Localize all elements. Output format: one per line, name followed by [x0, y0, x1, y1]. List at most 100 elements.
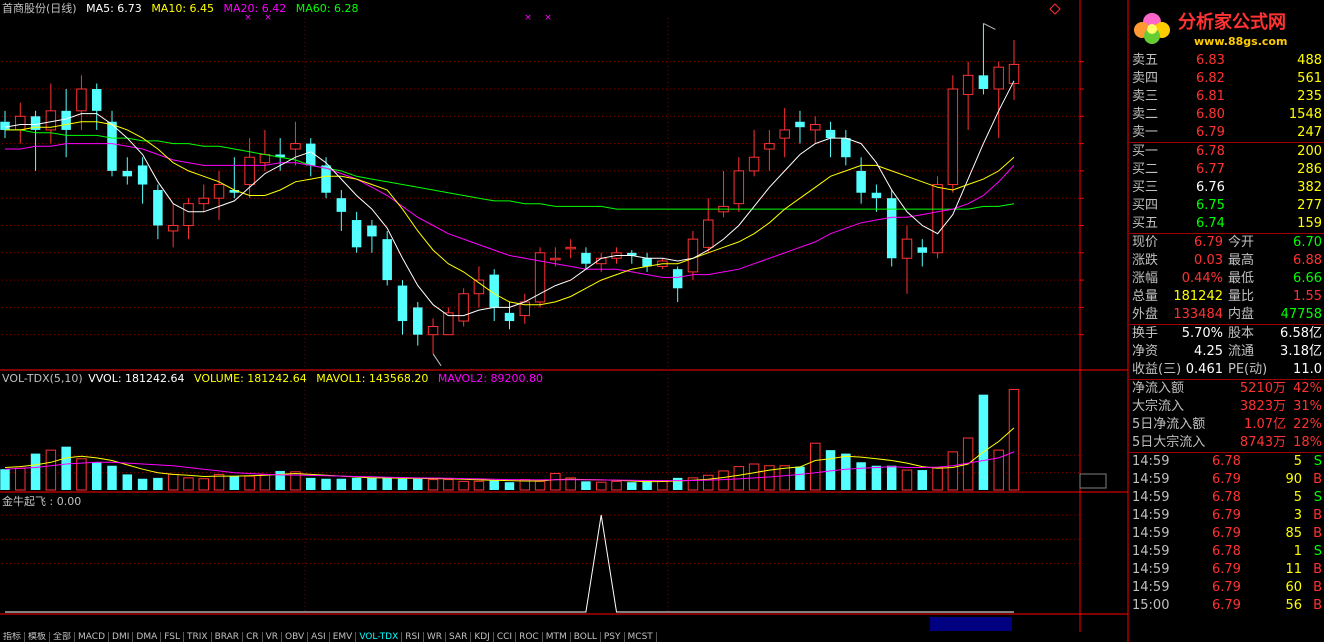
volume-bar: [336, 478, 347, 490]
indicator-tab-bar: 指标 模板 全部 MACD DMI DMA FSL TRIX BRAR CR VR OBV ASI EMV…: [0, 632, 1120, 642]
stat-value: 47758: [1280, 307, 1322, 322]
ma5-label: MA5: 6.73: [86, 2, 142, 15]
volume-bar: [198, 478, 209, 491]
tab-vr[interactable]: VR: [263, 632, 283, 642]
volume-bar: [886, 465, 897, 490]
tick-volume: 5: [1293, 490, 1302, 505]
tab-trix[interactable]: TRIX: [184, 632, 212, 642]
order-label: 卖一: [1132, 125, 1159, 140]
tab-kdj[interactable]: KDJ: [471, 632, 494, 642]
tab-macd[interactable]: MACD: [75, 632, 110, 642]
quote-stat-row: 涨跌 0.03 最高 6.88: [1130, 252, 1324, 270]
tick-volume: 60: [1285, 580, 1302, 595]
divider: [1130, 142, 1324, 143]
mavol1-label: MAVOL1: 143568.20: [316, 372, 429, 385]
candle-body: [167, 224, 179, 232]
flow-value: 8743万: [1239, 435, 1286, 450]
order-price: 6.78: [1196, 144, 1225, 159]
volume-bar: [841, 453, 851, 490]
stat-value: 6.70: [1293, 235, 1322, 250]
tab-boll[interactable]: BOLL: [571, 632, 601, 642]
tick-side: B: [1313, 598, 1322, 613]
volume-bar: [122, 474, 133, 490]
stat-label: 现价: [1132, 235, 1159, 250]
tick-time: 14:59: [1132, 490, 1170, 505]
order-price: 6.82: [1196, 71, 1225, 86]
tab-asi[interactable]: ASI: [308, 632, 330, 642]
tab-指标[interactable]: 指标: [0, 632, 26, 642]
candle-body: [382, 239, 392, 281]
tab-dma[interactable]: DMA: [133, 632, 162, 642]
candle-body: [672, 269, 683, 289]
volume-bar: [703, 474, 714, 491]
price-header: 首商股份(日线) MA5: 6.73 MA10: 6.45 MA20: 6.42…: [2, 2, 364, 16]
flow-label: 5日净流入额: [1132, 417, 1206, 432]
volume-bar: [137, 478, 148, 490]
tab-sar[interactable]: SAR: [446, 632, 472, 642]
volume-bar: [15, 467, 26, 491]
candle-body: [198, 197, 209, 205]
tab-cci[interactable]: CCI: [494, 632, 517, 642]
info-label: 流通: [1228, 344, 1255, 359]
volume-bar: [856, 462, 866, 490]
stat-label: 总量: [1132, 289, 1159, 304]
volume-bar: [427, 479, 439, 491]
tab-模板[interactable]: 模板: [25, 632, 51, 642]
signal-marker-icon: ×: [524, 13, 532, 23]
volume-bar: [290, 471, 301, 491]
indicator-header: 金牛起飞 : 0.00: [2, 495, 87, 509]
tab-mcst[interactable]: MCST: [625, 632, 657, 642]
info-label: 股本: [1228, 326, 1255, 341]
tab-obv[interactable]: OBV: [282, 632, 309, 642]
divider: [1130, 379, 1324, 380]
tick-side: B: [1313, 562, 1322, 577]
volume-bar: [259, 473, 271, 491]
volume-bar: [504, 482, 515, 490]
candle-body: [244, 156, 255, 186]
order-volume: 277: [1297, 198, 1322, 213]
candle-body: [367, 225, 377, 237]
candle-body: [321, 165, 331, 193]
volume-bar: [107, 465, 117, 490]
tick-price: 6.78: [1212, 454, 1241, 469]
tab-mtm[interactable]: MTM: [543, 632, 571, 642]
quote-stat-row: 总量 181242 量比 1.55: [1130, 288, 1324, 306]
tab-fsl[interactable]: FSL: [161, 632, 184, 642]
tab-vol-tdx[interactable]: VOL-TDX: [356, 632, 403, 642]
volume-bar: [443, 479, 454, 491]
volume-bar: [489, 480, 499, 490]
tick-side: S: [1313, 544, 1322, 559]
candle-body: [0, 121, 10, 130]
volume-bar: [1008, 388, 1020, 491]
info-row: 收益(三) 0.461 PE(动) 11.0: [1130, 361, 1324, 379]
tab-brar[interactable]: BRAR: [212, 632, 244, 642]
tick-side: B: [1313, 508, 1322, 523]
candle-body: [703, 219, 714, 248]
tab-cr[interactable]: CR: [243, 632, 263, 642]
candle-body: [443, 312, 454, 336]
candle-body: [642, 258, 652, 267]
order-volume: 235: [1297, 89, 1322, 104]
flow-value: 5210万: [1239, 381, 1286, 396]
tab-emv[interactable]: EMV: [330, 632, 357, 642]
candle-body: [795, 121, 805, 128]
candle-body: [397, 285, 408, 322]
candle-body: [183, 203, 194, 226]
sell-order-row: 卖一 6.79 247: [1130, 124, 1324, 142]
candle-body: [473, 279, 485, 295]
volume-bar: [534, 480, 546, 491]
tab-rsi[interactable]: RSI: [402, 632, 424, 642]
candle-body: [122, 170, 133, 177]
volume-bar: [183, 477, 194, 491]
tick-time: 14:59: [1132, 508, 1170, 523]
tick-volume: 5: [1293, 454, 1302, 469]
tab-全部[interactable]: 全部: [50, 632, 76, 642]
tab-dmi[interactable]: DMI: [109, 632, 134, 642]
tab-roc[interactable]: ROC: [516, 632, 543, 642]
tab-psy[interactable]: PSY: [601, 632, 625, 642]
candle-body: [841, 138, 851, 158]
candle-body: [993, 66, 1004, 90]
tab-wr[interactable]: WR: [424, 632, 447, 642]
tick-side: S: [1313, 454, 1322, 469]
